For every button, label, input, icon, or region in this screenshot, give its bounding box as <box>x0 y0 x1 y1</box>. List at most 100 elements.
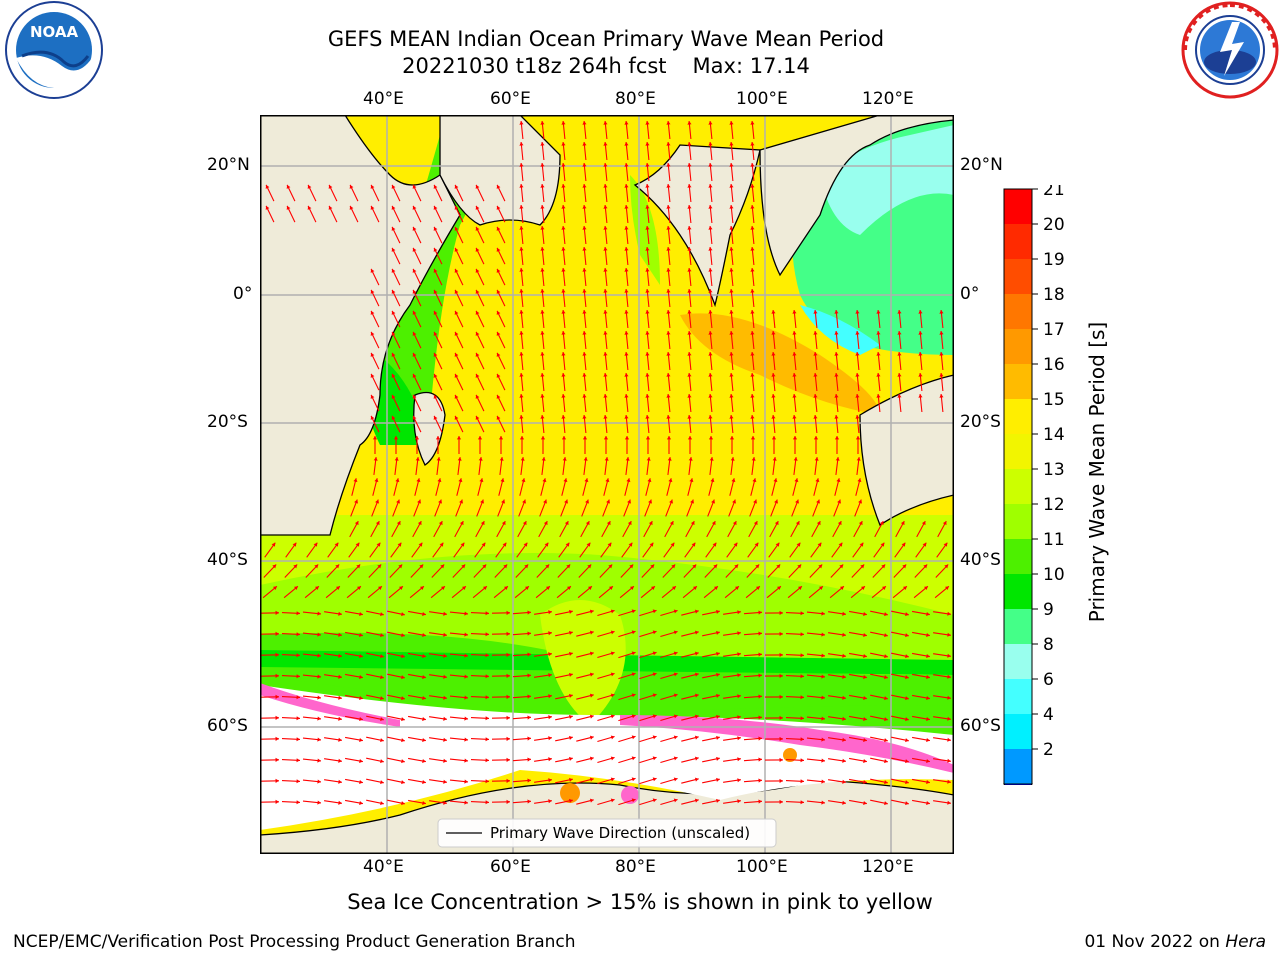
direction-arrow-head <box>905 612 909 617</box>
direction-arrow-head <box>475 268 480 273</box>
direction-arrow-head <box>610 798 615 803</box>
direction-arrow-head <box>401 612 405 617</box>
direction-arrow-head <box>561 247 566 251</box>
direction-arrow-head <box>798 586 802 590</box>
direction-arrow-head <box>750 226 755 230</box>
direction-arrow-head <box>714 586 718 590</box>
direction-arrow-head <box>729 205 734 209</box>
direction-arrow-head <box>501 499 505 504</box>
direction-arrow-head <box>610 714 615 719</box>
direction-arrow-head <box>837 521 842 526</box>
direction-arrow-head <box>694 630 699 635</box>
direction-arrow-head <box>561 268 566 272</box>
direction-arrow-head <box>294 586 298 590</box>
direction-arrow-head <box>561 352 566 356</box>
direction-arrow-head <box>370 268 375 273</box>
direction-arrow-head <box>307 205 312 210</box>
direction-arrow-head <box>673 777 678 782</box>
colorbar-tick-label: 6 <box>1043 670 1054 690</box>
direction-arrow-head <box>443 695 447 700</box>
direction-arrow-head <box>666 247 671 251</box>
direction-arrow-head <box>750 310 755 314</box>
colorbar-segment <box>1004 294 1032 329</box>
direction-arrow-head <box>464 758 468 763</box>
direction-arrow-head <box>540 205 545 209</box>
direction-arrow-head <box>624 142 629 146</box>
direction-arrow-head <box>737 652 741 657</box>
colorbar-tick-label: 10 <box>1043 565 1065 585</box>
direction-arrow-head <box>771 415 776 419</box>
direction-arrow-head <box>647 478 652 483</box>
direction-arrow-head <box>792 373 797 377</box>
direction-arrow-head <box>750 268 755 272</box>
direction-arrow-head <box>793 457 798 461</box>
direction-arrow-head <box>716 609 720 614</box>
direction-arrow-head <box>496 310 501 315</box>
direction-arrow-head <box>540 310 545 314</box>
direction-arrow-head <box>561 310 566 314</box>
direction-arrow-head <box>561 205 566 209</box>
direction-arrow-head <box>939 352 944 356</box>
direction-arrow-head <box>624 226 629 230</box>
colorbar-tick-label: 12 <box>1043 495 1065 515</box>
direction-arrow-head <box>317 758 321 763</box>
direction-arrow-head <box>338 737 342 742</box>
direction-arrow-head <box>813 394 818 398</box>
direction-arrow-head <box>475 415 480 420</box>
direction-arrow-head <box>561 436 567 440</box>
direction-arrow-head <box>589 777 594 782</box>
direction-arrow-head <box>645 373 650 377</box>
direction-arrow-head <box>947 737 951 742</box>
direction-arrow-head <box>694 735 699 740</box>
direction-arrow-head <box>821 653 825 658</box>
direction-arrow-head <box>275 610 279 615</box>
direction-arrow-head <box>435 436 441 440</box>
direction-arrow-head <box>506 715 510 720</box>
direction-arrow-head <box>716 735 720 740</box>
direction-arrow-head <box>464 716 468 721</box>
direction-arrow-head <box>307 184 312 189</box>
direction-arrow-head <box>884 759 888 764</box>
direction-arrow-head <box>582 394 587 398</box>
direction-arrow-head <box>731 478 736 483</box>
direction-arrow-head <box>422 612 426 616</box>
direction-arrow-head <box>519 121 524 125</box>
direction-arrow-head <box>863 675 867 679</box>
direction-arrow-head <box>422 675 426 679</box>
direction-arrow-head <box>627 521 632 526</box>
direction-arrow-head <box>391 394 396 399</box>
direction-arrow-head <box>708 142 713 146</box>
direction-arrow-head <box>708 352 713 356</box>
direction-arrow-head <box>779 778 783 783</box>
direction-arrow-head <box>417 521 422 526</box>
direction-arrow-head <box>792 310 797 314</box>
direction-arrow-head <box>443 737 447 742</box>
direction-arrow-head <box>607 542 612 547</box>
direction-arrow-head <box>313 542 318 547</box>
direction-arrow-head <box>944 564 949 569</box>
direction-arrow-head <box>631 777 636 782</box>
direction-arrow-head <box>401 780 405 785</box>
direction-arrow-head <box>496 205 501 210</box>
direction-arrow-head <box>750 247 755 251</box>
direction-arrow-head <box>401 801 405 806</box>
direction-arrow-head <box>296 695 300 700</box>
direction-arrow-head <box>645 436 651 440</box>
direction-arrow-head <box>689 478 694 483</box>
direction-arrow-head <box>881 564 886 569</box>
direction-arrow-head <box>708 268 713 272</box>
direction-arrow-head <box>645 310 650 314</box>
direction-arrow-head <box>626 478 631 483</box>
direction-arrow-head <box>834 331 839 335</box>
direction-arrow-head <box>756 586 760 590</box>
direction-arrow-head <box>485 611 489 616</box>
direction-arrow-head <box>666 205 671 209</box>
colorbar-tick-label: 17 <box>1043 320 1065 340</box>
land-madagascar <box>413 391 446 466</box>
direction-arrow-head <box>610 735 615 740</box>
direction-arrow-head <box>370 289 375 294</box>
colorbar-frame <box>1003 188 1033 785</box>
direction-arrow-head <box>842 716 846 721</box>
direction-arrow-head <box>391 268 396 273</box>
direction-arrow-head <box>391 247 396 252</box>
